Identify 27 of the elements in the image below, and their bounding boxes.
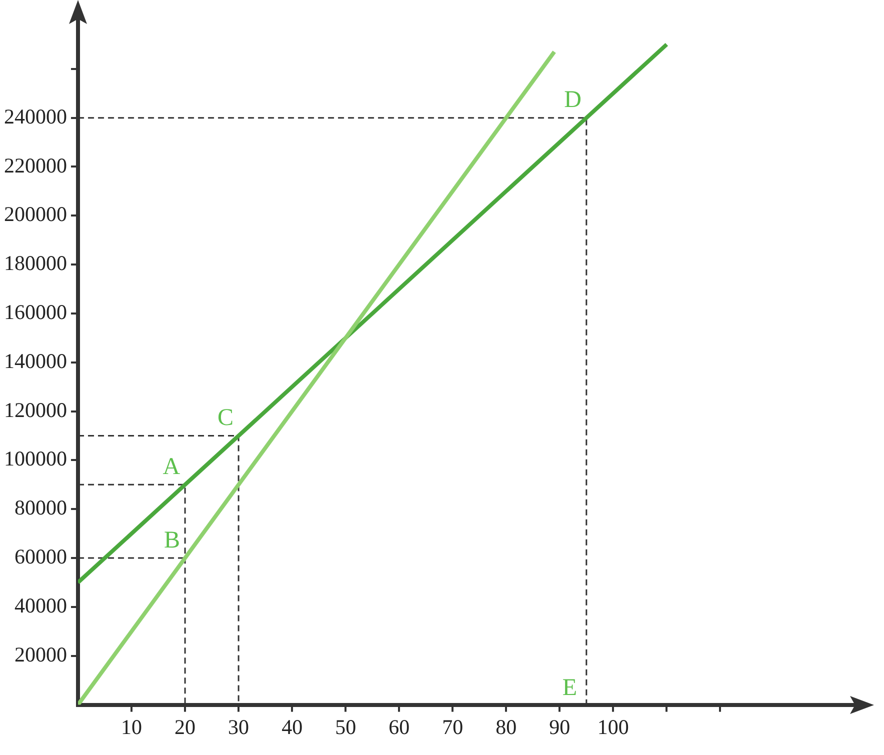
y-tick-label: 120000 bbox=[4, 398, 67, 422]
y-tick-label: 160000 bbox=[4, 300, 67, 324]
x-tick-label: 60 bbox=[388, 714, 410, 739]
x-tick-label: 10 bbox=[121, 714, 142, 739]
y-tick-label: 40000 bbox=[14, 593, 67, 618]
x-tick-label: 40 bbox=[282, 714, 303, 739]
annotation: D bbox=[564, 87, 582, 114]
annotation: A bbox=[162, 454, 181, 480]
y-tick-label: 20000 bbox=[14, 642, 67, 666]
y-tick-label: 180000 bbox=[4, 251, 67, 276]
x-tick-label: 80 bbox=[496, 714, 517, 739]
x-tick-label: 30 bbox=[228, 714, 250, 739]
x-tick-label: 90 bbox=[549, 714, 570, 739]
y-tick-label: 80000 bbox=[14, 496, 67, 520]
y-tick-label: 240000 bbox=[4, 104, 67, 128]
y-tick-label: 220000 bbox=[4, 153, 67, 178]
x-tick-label: 50 bbox=[335, 714, 356, 739]
y-tick-label: 60000 bbox=[14, 544, 67, 569]
x-tick-label: 20 bbox=[174, 714, 196, 739]
annotation: B bbox=[164, 527, 180, 554]
y-tick-label: 140000 bbox=[4, 348, 67, 373]
x-tick-label: 70 bbox=[442, 714, 464, 739]
y-tick-label: 100000 bbox=[4, 446, 67, 471]
x-tick-label: 100 bbox=[597, 714, 629, 739]
annotation: C bbox=[218, 405, 234, 432]
y-tick-label: 200000 bbox=[4, 202, 67, 226]
annotation: E bbox=[562, 675, 578, 702]
